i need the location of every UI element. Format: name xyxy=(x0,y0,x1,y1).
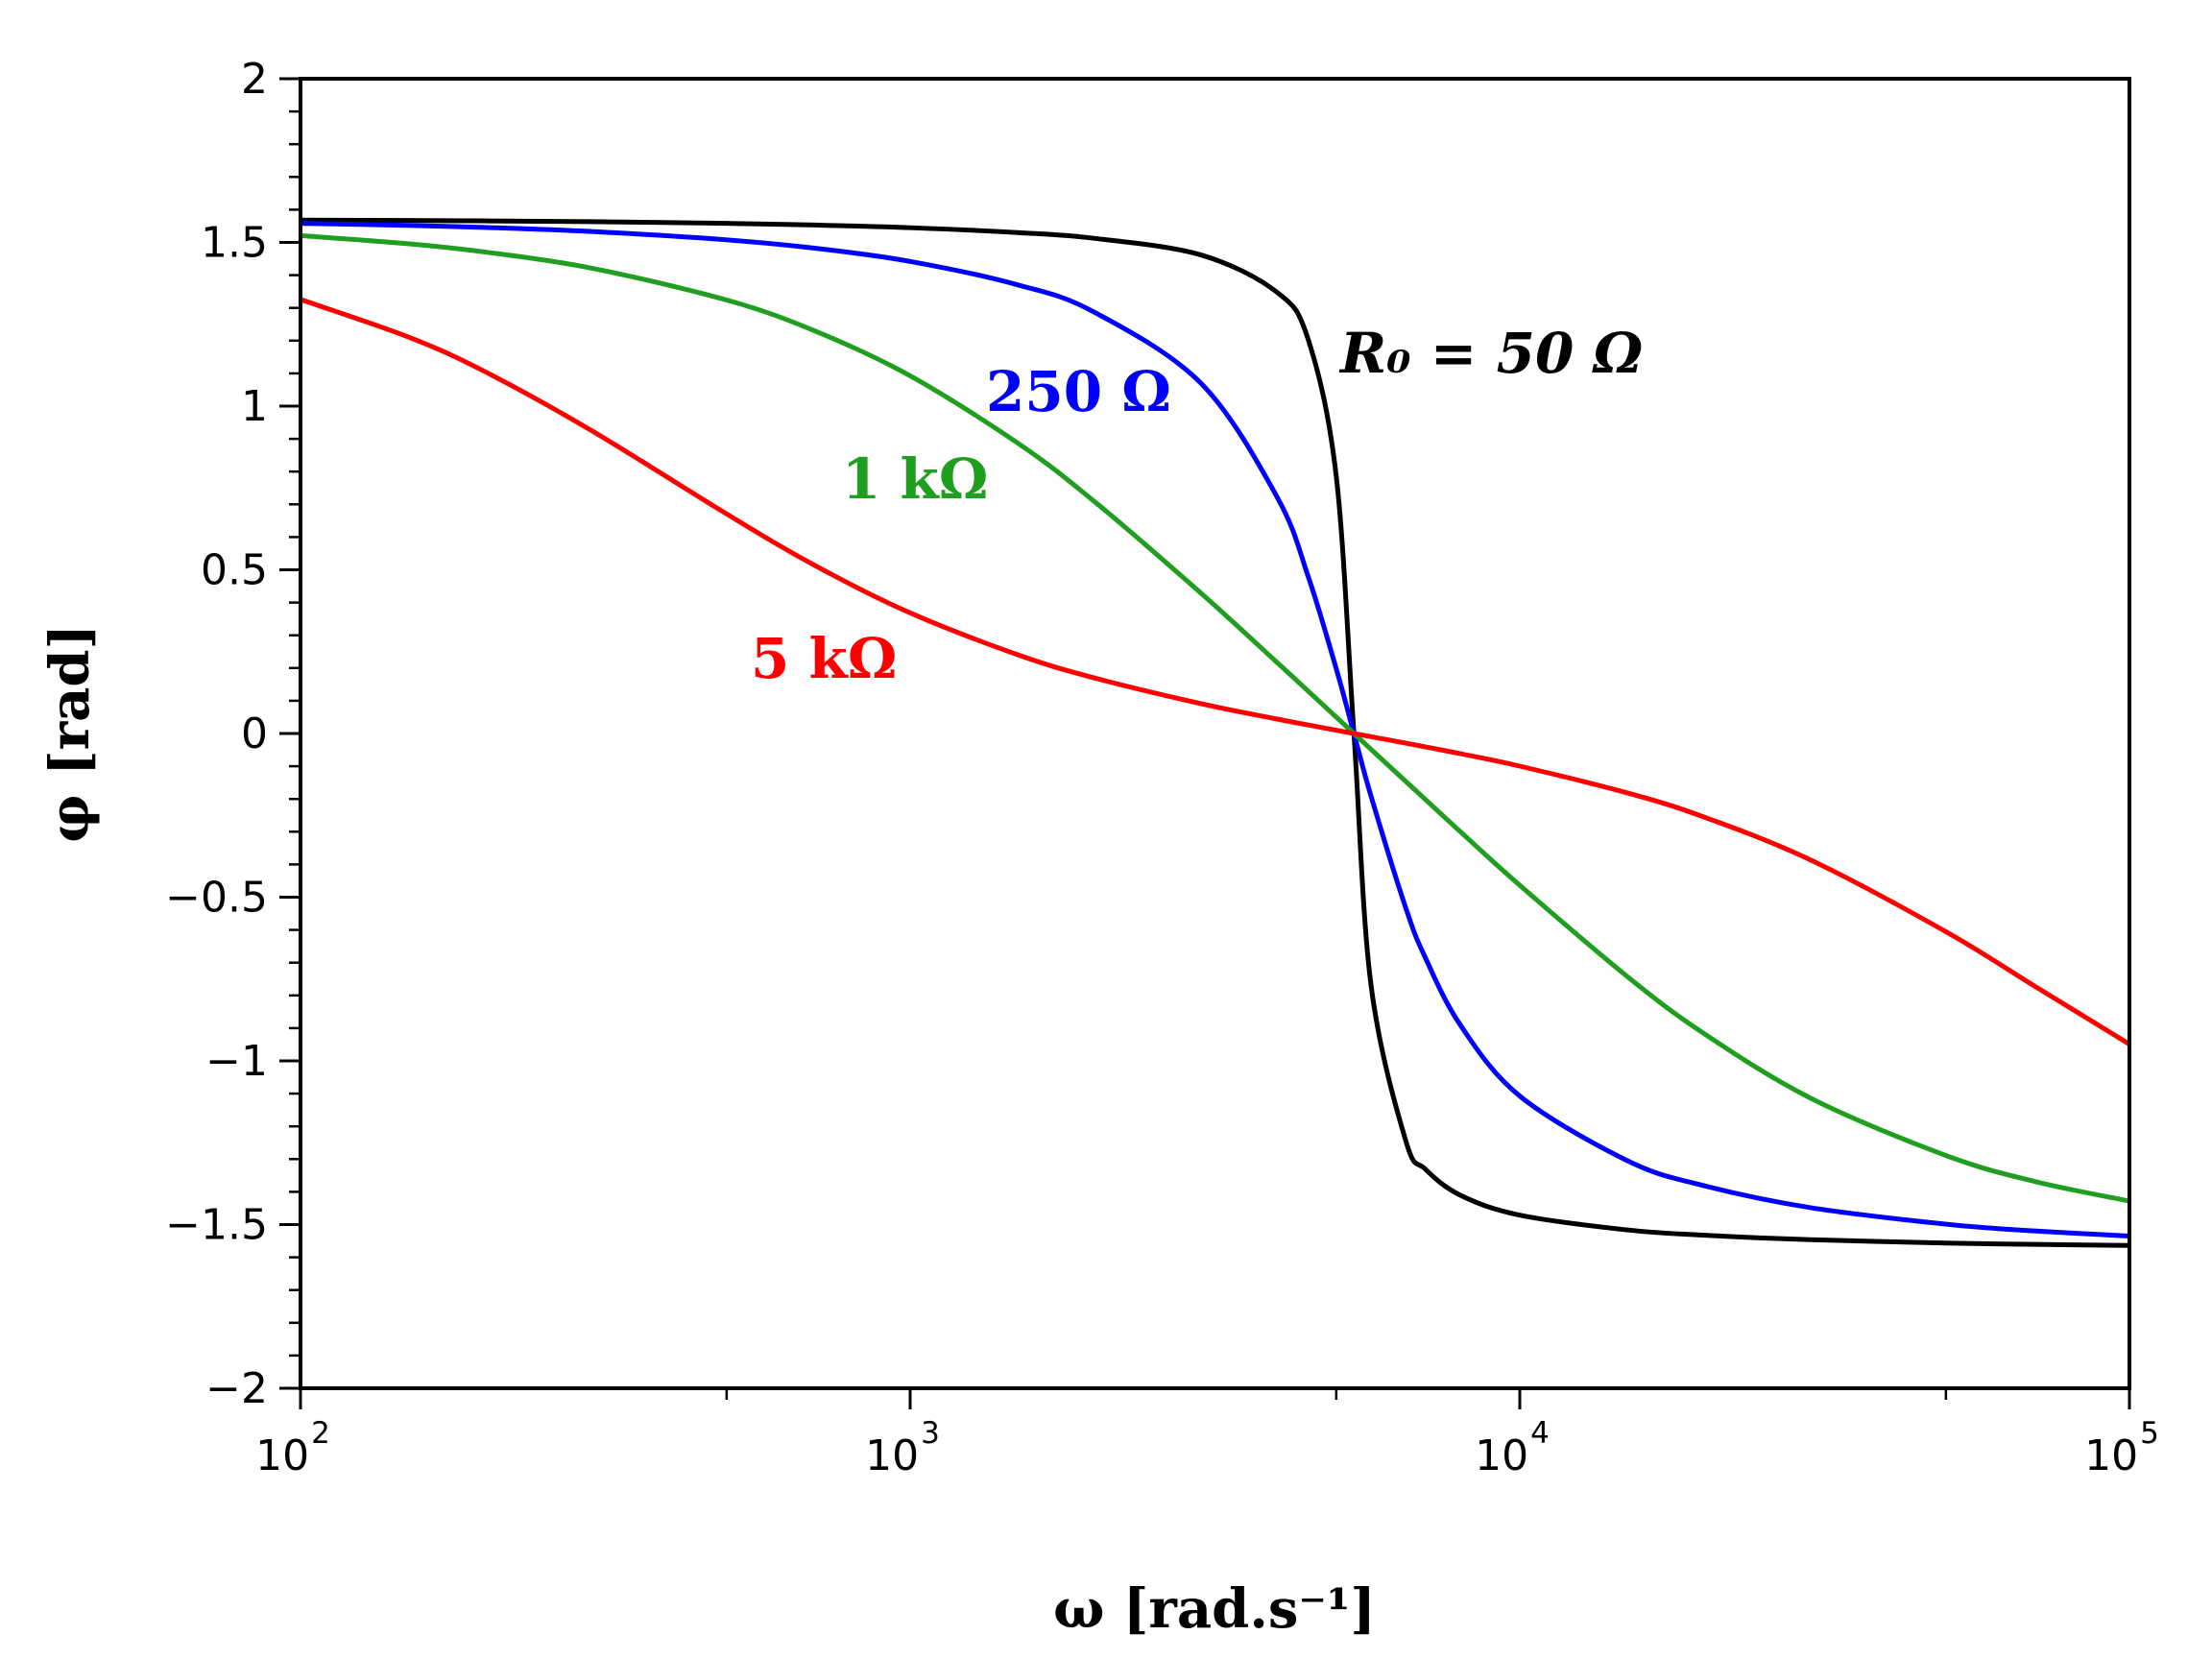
x-tick-label: 102 xyxy=(255,1416,330,1480)
x-tick-label: 105 xyxy=(2084,1416,2159,1480)
series-line-1 xyxy=(300,221,2130,1238)
x-tick-label: 103 xyxy=(865,1416,940,1480)
label-250-ohm: 250 Ω xyxy=(986,359,1171,424)
y-tick-label: 1.5 xyxy=(201,219,268,268)
x-axis-label: ω [rad.s⁻¹] xyxy=(1053,1577,1376,1641)
label-1k-ohm: 1 kΩ xyxy=(842,446,988,512)
y-tick-label: 1 xyxy=(241,382,268,431)
series-line-3 xyxy=(300,297,2131,1046)
y-tick-label: 0.5 xyxy=(201,546,268,595)
label-50-ohm: R₀ = 50 Ω xyxy=(1338,321,1643,386)
curves xyxy=(300,217,2131,1248)
y-tick-label: 0 xyxy=(241,709,268,758)
y-tick-label: −0.5 xyxy=(165,874,268,923)
y-axis-label: φ [rad] xyxy=(38,624,102,843)
series-line-2 xyxy=(300,232,2130,1204)
plot-frame xyxy=(299,77,2131,1390)
x-tick-label: 104 xyxy=(1475,1416,1550,1480)
y-tick-label: −1.5 xyxy=(165,1201,268,1250)
y-tick-label: −2 xyxy=(205,1364,268,1413)
y-tick-label: 2 xyxy=(241,55,268,104)
series-line-0 xyxy=(300,217,2130,1248)
label-5k-ohm: 5 kΩ xyxy=(751,626,897,691)
y-tick-label: −1 xyxy=(205,1037,268,1086)
